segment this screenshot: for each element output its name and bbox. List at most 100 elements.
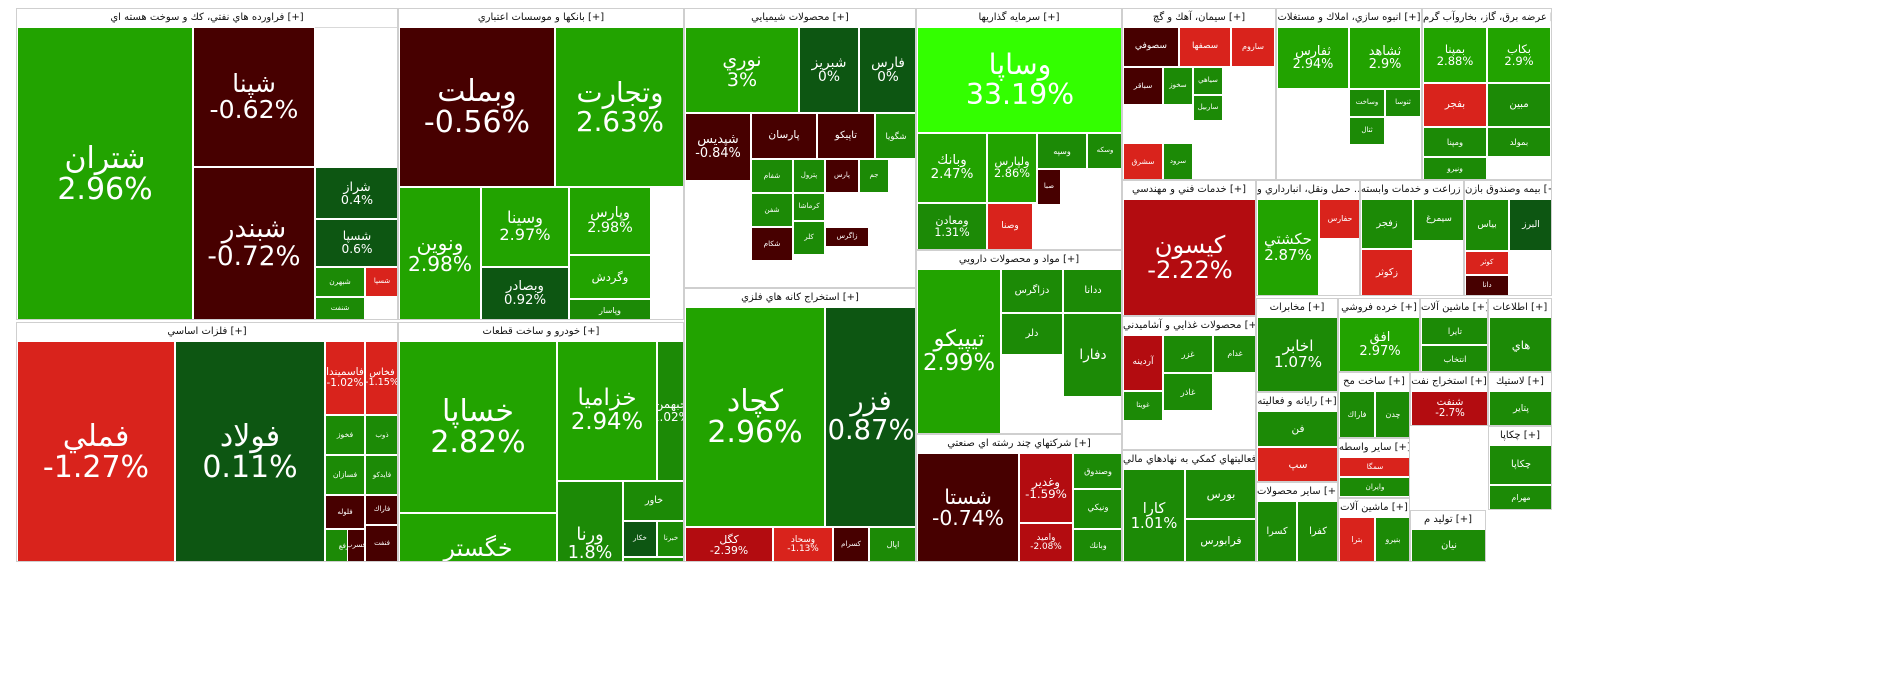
stock-tile[interactable]: صبا xyxy=(1037,169,1061,205)
stock-tile[interactable]: دانا xyxy=(1465,275,1509,295)
stock-tile[interactable]: بكاب 2.9% xyxy=(1487,27,1551,83)
stock-tile[interactable]: فسازان xyxy=(325,455,365,495)
stock-tile[interactable]: ذوب xyxy=(365,415,397,455)
sector-header[interactable]: فراورده هاي نفتي، كك و سوخت هسته اي [+] xyxy=(17,9,397,28)
stock-tile[interactable]: ثشاهد 2.9% xyxy=(1349,27,1421,89)
stock-tile[interactable]: وبانك 2.47% xyxy=(917,133,987,203)
stock-tile[interactable]: خگستر2.99% xyxy=(399,513,557,561)
stock-tile[interactable]: فايدكو xyxy=(365,455,397,495)
stock-tile[interactable]: وپاسار xyxy=(569,299,651,319)
stock-tile[interactable]: شسپا 0.6% xyxy=(315,219,397,267)
stock-tile[interactable]: فسرب xyxy=(347,529,365,561)
stock-tile[interactable]: خاور xyxy=(623,481,683,521)
stock-tile[interactable]: فولاد 0.11% xyxy=(175,341,325,561)
stock-tile[interactable]: وسكه xyxy=(1087,133,1121,169)
sector-header[interactable]: خدمات فني و مهندسي [+] xyxy=(1123,181,1255,200)
stock-tile[interactable]: مهرام xyxy=(1489,485,1551,509)
stock-tile[interactable]: اپال xyxy=(869,527,915,561)
sector-header[interactable]: توليد م [+] xyxy=(1411,511,1485,530)
stock-tile[interactable]: خكار xyxy=(623,521,657,557)
stock-tile[interactable]: كرماشا xyxy=(793,193,825,221)
stock-tile[interactable]: پارسان xyxy=(751,113,817,159)
sector-header[interactable]: استخراج نفت [+] xyxy=(1411,373,1487,392)
stock-tile[interactable]: سرود xyxy=(1163,143,1193,179)
stock-tile[interactable]: خبرنا xyxy=(657,521,683,557)
stock-tile[interactable]: شگويا xyxy=(875,113,915,159)
stock-tile[interactable]: سصوفي xyxy=(1123,27,1179,67)
stock-tile[interactable]: فملي -1.27% xyxy=(17,341,175,561)
sector-header[interactable]: ماشين آلات [+] xyxy=(1339,499,1409,518)
sector-header[interactable]: رايانه و فعاليته [+] xyxy=(1257,393,1337,412)
stock-tile[interactable]: تيپيكو 2.99% xyxy=(917,269,1001,433)
stock-tile[interactable]: ومعادن 1.31% xyxy=(917,203,987,249)
stock-tile[interactable]: آردينه xyxy=(1123,335,1163,391)
sector-header[interactable]: ساخت مح [+] xyxy=(1339,373,1409,392)
stock-tile[interactable]: ونوين 2.98% xyxy=(399,187,481,319)
stock-tile[interactable]: تايرا xyxy=(1421,317,1487,345)
stock-tile[interactable]: فنفت xyxy=(365,525,397,561)
stock-tile[interactable]: كارا 1.01% xyxy=(1123,469,1185,561)
stock-tile[interactable]: شسپا xyxy=(365,267,397,297)
stock-tile[interactable]: فخوز xyxy=(325,415,365,455)
sector-header[interactable]: فلزات اساسي [+] xyxy=(17,323,397,342)
stock-tile[interactable]: فخاس -1.15% xyxy=(365,341,397,415)
stock-tile[interactable]: شنفت -2.7% xyxy=(1411,391,1487,425)
stock-tile[interactable]: وتجارت 2.63% xyxy=(555,27,683,187)
sector-header[interactable]: خودرو و ساخت قطعات [+] xyxy=(399,323,683,342)
stock-tile[interactable]: انتخاب xyxy=(1421,345,1487,371)
stock-tile[interactable]: دلر xyxy=(1001,313,1063,355)
stock-tile[interactable]: زاگرس xyxy=(825,227,869,247)
sector-header[interactable]: ساير واسطه [+] xyxy=(1339,439,1409,458)
stock-tile[interactable]: دزاگرس xyxy=(1001,269,1063,313)
stock-tile[interactable]: ثنوسا xyxy=(1385,89,1421,117)
stock-tile[interactable]: سشرق xyxy=(1123,143,1163,179)
sector-header[interactable]: استخراج كانه هاي فلزي [+] xyxy=(685,289,915,308)
stock-tile[interactable]: وبملت -0.56% xyxy=(399,27,555,187)
stock-tile[interactable]: پترول xyxy=(793,159,825,193)
sector-header[interactable]: بانكها و موسسات اعتباري [+] xyxy=(399,9,683,28)
stock-tile[interactable]: ورنا 1.8% xyxy=(557,481,623,561)
stock-tile[interactable]: وسحاد -1.13% xyxy=(773,527,833,561)
sector-header[interactable]: سرمايه گذاريها [+] xyxy=(917,9,1121,28)
sector-header[interactable]: ماشين آلات [+] xyxy=(1421,299,1487,318)
stock-tile[interactable]: وصنا xyxy=(987,203,1033,249)
sector-header[interactable]: ساير محصولات [+] xyxy=(1257,483,1337,502)
stock-tile[interactable]: واميد -2.08% xyxy=(1019,523,1073,561)
stock-tile[interactable]: بياس xyxy=(1465,199,1509,251)
sector-header[interactable]: شركتهاي چند رشته اي صنعتي [+] xyxy=(917,435,1121,454)
stock-tile[interactable]: شتران 2.96% xyxy=(17,27,193,319)
stock-tile[interactable]: شفام xyxy=(751,159,793,193)
stock-tile[interactable]: حكشتي 2.87% xyxy=(1257,199,1319,295)
stock-tile[interactable]: بفجر xyxy=(1423,83,1487,127)
stock-tile[interactable]: فاراك xyxy=(1339,391,1375,437)
stock-tile[interactable]: جم xyxy=(859,159,889,193)
stock-tile[interactable]: تاپيكو xyxy=(817,113,875,159)
stock-tile[interactable]: وغدير -1.59% xyxy=(1019,453,1073,523)
stock-tile[interactable]: ونيرو xyxy=(1423,157,1487,179)
stock-tile[interactable]: كفرا xyxy=(1297,501,1337,561)
stock-tile[interactable]: خموتور xyxy=(623,557,683,561)
stock-tile[interactable]: وپارس 2.98% xyxy=(569,187,651,255)
stock-tile[interactable]: ثفارس 2.94% xyxy=(1277,27,1349,89)
sector-header[interactable]: مخابرات [+] xyxy=(1257,299,1337,318)
stock-tile[interactable]: ولپارس 2.86% xyxy=(987,133,1037,203)
stock-tile[interactable]: كسرام xyxy=(833,527,869,561)
stock-tile[interactable]: نوري 3% xyxy=(685,27,799,113)
stock-tile[interactable]: وبانك xyxy=(1073,529,1121,561)
sector-header[interactable]: انبوه سازي، املاك و مستغلات [+] xyxy=(1277,9,1421,28)
stock-tile[interactable]: خزاميا 2.94% xyxy=(557,341,657,481)
stock-tile[interactable]: ساروم xyxy=(1231,27,1275,67)
stock-tile[interactable]: فاسميندا -1.02% xyxy=(325,341,365,415)
sector-header[interactable]: لاستيك [+] xyxy=(1489,373,1551,392)
stock-tile[interactable]: ونيكي xyxy=(1073,489,1121,529)
stock-tile[interactable]: كوثر xyxy=(1465,251,1509,275)
sector-header[interactable]: عرضه برق، گاز، بخاروآب گرم [+] xyxy=(1423,9,1551,28)
stock-tile[interactable]: غويتا xyxy=(1123,391,1163,421)
sector-header[interactable]: محصولات شيميايي [+] xyxy=(685,9,915,28)
stock-tile[interactable]: فارس 0% xyxy=(859,27,915,113)
stock-tile[interactable]: هاي xyxy=(1489,317,1551,371)
stock-tile[interactable]: شراز 0.4% xyxy=(315,167,397,219)
stock-tile[interactable]: سياهي xyxy=(1193,67,1223,95)
stock-tile[interactable]: سمگا xyxy=(1339,457,1409,477)
stock-tile[interactable]: غاذر xyxy=(1163,373,1213,411)
